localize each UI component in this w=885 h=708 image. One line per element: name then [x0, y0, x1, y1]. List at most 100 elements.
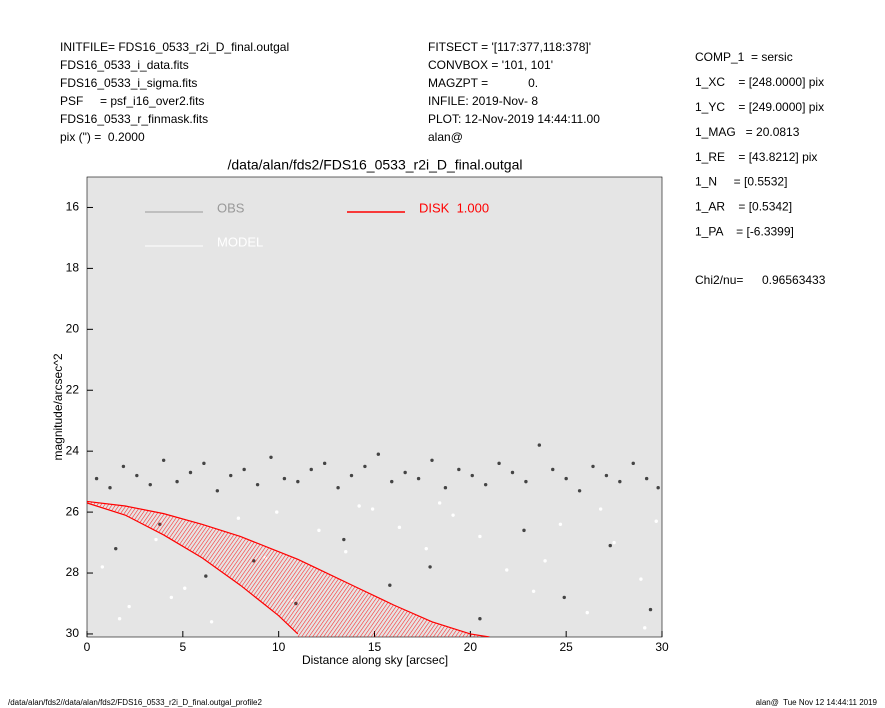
plot-marks	[87, 443, 660, 637]
legend-label: OBS	[217, 200, 245, 215]
data-point	[604, 473, 609, 478]
data-point	[183, 586, 187, 590]
legend-label: MODEL	[217, 234, 263, 249]
fit-param: 1_AR = [0.5342]	[695, 200, 792, 214]
data-point	[94, 476, 99, 481]
data-point	[470, 473, 474, 478]
data-point	[161, 458, 166, 463]
data-point	[236, 516, 241, 520]
y-tick-label: 22	[66, 382, 80, 396]
x-tick-label: 25	[559, 640, 573, 654]
data-point	[531, 589, 536, 594]
data-point	[370, 507, 375, 511]
fit-param: 1_XC = [248.0000] pix	[695, 75, 824, 89]
data-point	[598, 507, 603, 511]
data-point	[478, 617, 482, 621]
plot-area	[86, 176, 663, 638]
fit-param: 1_RE = [43.8212] pix	[695, 150, 817, 164]
data-point	[336, 486, 340, 490]
data-point	[148, 482, 152, 487]
y-axis-label: magnitude/arcsec^2	[51, 353, 65, 460]
data-point	[202, 461, 206, 466]
header-line: FDS16_0533_i_data.fits	[60, 58, 189, 72]
data-point	[443, 486, 448, 490]
data-point	[577, 489, 582, 493]
data-point	[135, 473, 139, 478]
data-point	[296, 479, 300, 484]
data-point	[114, 546, 118, 551]
fit-param: COMP_1 = sersic	[695, 50, 793, 64]
x-axis-label: Distance along sky [arcsec]	[302, 653, 448, 667]
data-point	[344, 550, 348, 554]
data-point	[388, 583, 392, 587]
data-point	[562, 595, 566, 600]
data-point	[505, 568, 509, 572]
disk-lower	[87, 502, 299, 635]
data-point	[656, 486, 660, 490]
fit-param: 1_N = [0.5532]	[695, 175, 787, 189]
data-point	[309, 467, 313, 472]
data-point	[612, 540, 616, 545]
x-tick-label: 5	[179, 640, 186, 654]
y-tick-label: 24	[66, 443, 80, 457]
header-line: CONVBOX = '101, 101'	[428, 58, 553, 72]
data-point	[121, 464, 126, 469]
header-line: FDS16_0533_r_finmask.fits	[60, 112, 208, 126]
data-point	[390, 479, 394, 484]
y-tick-label: 16	[66, 200, 80, 214]
data-point	[543, 559, 547, 563]
legend-label: DISK 1.000	[419, 200, 489, 215]
data-point	[204, 574, 208, 578]
data-point	[430, 458, 434, 463]
data-point	[255, 482, 260, 487]
data-point	[522, 528, 526, 533]
data-point	[537, 443, 542, 447]
header-line: INITFILE= FDS16_0533_r2i_D_final.outgal	[60, 40, 289, 54]
header-line: PSF = psf_i16_over2.fits	[60, 94, 204, 108]
x-tick-label: 10	[272, 640, 286, 654]
data-point	[376, 452, 381, 456]
header-line: FITSECT = '[117:377,118:378]'	[428, 40, 591, 54]
data-point	[209, 620, 214, 624]
data-point	[654, 519, 658, 523]
data-point	[229, 473, 233, 478]
data-point	[591, 464, 595, 469]
data-point	[242, 467, 246, 472]
data-point	[644, 476, 649, 481]
data-point	[639, 577, 643, 581]
x-tick-label: 15	[368, 640, 382, 654]
data-point	[403, 470, 407, 475]
header-line: pix (") = 0.2000	[60, 130, 145, 144]
data-point	[437, 501, 442, 505]
fit-param: 1_YC = [249.0000] pix	[695, 100, 824, 114]
data-point	[282, 476, 287, 481]
data-point	[648, 607, 653, 612]
chi-value: 0.96563433	[762, 273, 826, 287]
data-point	[275, 510, 279, 514]
data-point	[497, 461, 501, 466]
data-point	[169, 595, 174, 600]
data-point	[342, 537, 346, 542]
footer-right: alan@ Tue Nov 12 14:44:11 2019	[756, 698, 878, 707]
y-tick-label: 18	[66, 261, 80, 275]
y-tick-label: 26	[66, 504, 80, 518]
data-point	[154, 537, 158, 542]
fit-param: 1_PA = [-6.3399]	[695, 224, 794, 238]
data-point	[322, 461, 327, 466]
disk-upper	[87, 500, 490, 637]
header-line: alan@	[428, 130, 463, 144]
data-point	[269, 455, 273, 459]
data-point	[397, 525, 402, 530]
data-point	[357, 504, 361, 508]
data-point	[416, 476, 421, 481]
data-point	[643, 626, 647, 630]
fit-param: 1_MAG = 20.0813	[695, 125, 800, 139]
x-tick-label: 30	[655, 640, 669, 654]
data-point	[100, 565, 105, 569]
data-point	[510, 470, 515, 475]
data-point	[551, 467, 555, 472]
data-point	[117, 617, 122, 621]
y-tick-label: 20	[66, 321, 80, 335]
data-point	[558, 522, 563, 526]
